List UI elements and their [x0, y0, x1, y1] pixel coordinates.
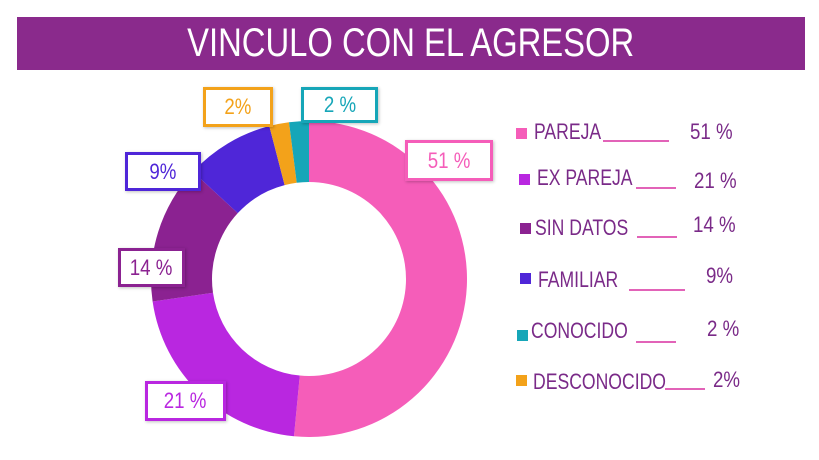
- legend-label: PAREJA: [534, 119, 602, 144]
- donut-slice-desconocido: [269, 122, 297, 186]
- legend-label: EX PAREJA: [537, 165, 633, 190]
- donut-slice-pareja: [293, 121, 467, 437]
- legend-swatch: [516, 128, 527, 139]
- data-label-ex-pareja: 21 %: [145, 381, 226, 421]
- legend-underline: [665, 388, 705, 390]
- legend-value: 9%: [706, 263, 734, 288]
- legend-swatch: [517, 330, 528, 341]
- legend-item-conocido: CONOCIDO 2 %: [0, 315, 819, 345]
- legend-label: DESCONOCIDO: [533, 369, 666, 394]
- data-label-sin-datos: 14 %: [118, 248, 185, 287]
- legend-item-ex-pareja: EX PAREJA 21 %: [0, 164, 819, 194]
- legend-value: 14 %: [693, 212, 736, 237]
- legend-underline: [629, 289, 685, 291]
- legend-swatch: [520, 223, 531, 234]
- data-label-conocido: 2 %: [301, 87, 378, 123]
- donut-slice-familiar: [192, 126, 285, 214]
- legend-swatch: [520, 273, 531, 284]
- donut-slice-ex-pareja: [152, 292, 300, 437]
- legend-underline: [636, 341, 676, 343]
- legend-label: CONOCIDO: [531, 318, 628, 343]
- legend-value: 51 %: [690, 119, 733, 144]
- legend-item-familiar: FAMILIAR 9%: [0, 263, 819, 295]
- donut-slice-conocido: [288, 121, 309, 183]
- legend-item-desconocido: DESCONOCIDO 2%: [0, 367, 819, 397]
- legend-value: 2 %: [707, 316, 740, 341]
- legend-swatch: [516, 375, 527, 386]
- title-bar: VINCULO CON EL AGRESOR: [17, 17, 805, 70]
- legend-underline: [603, 140, 669, 142]
- legend-underline: [637, 236, 677, 238]
- data-label-familiar: 9%: [125, 152, 201, 191]
- data-label-desconocido: 2%: [203, 87, 273, 127]
- legend-item-sin-datos: SIN DATOS 14 %: [0, 212, 819, 242]
- legend-item-pareja: PAREJA 51 %: [0, 118, 819, 148]
- legend-label: FAMILIAR: [538, 267, 619, 292]
- legend-swatch: [519, 174, 530, 185]
- legend-label: SIN DATOS: [535, 215, 629, 240]
- data-label-pareja: 51 %: [405, 140, 493, 181]
- legend-value: 2%: [713, 367, 741, 392]
- legend-underline: [636, 187, 676, 189]
- legend-value: 21 %: [694, 168, 737, 193]
- chart-title: VINCULO CON EL AGRESOR: [187, 21, 635, 65]
